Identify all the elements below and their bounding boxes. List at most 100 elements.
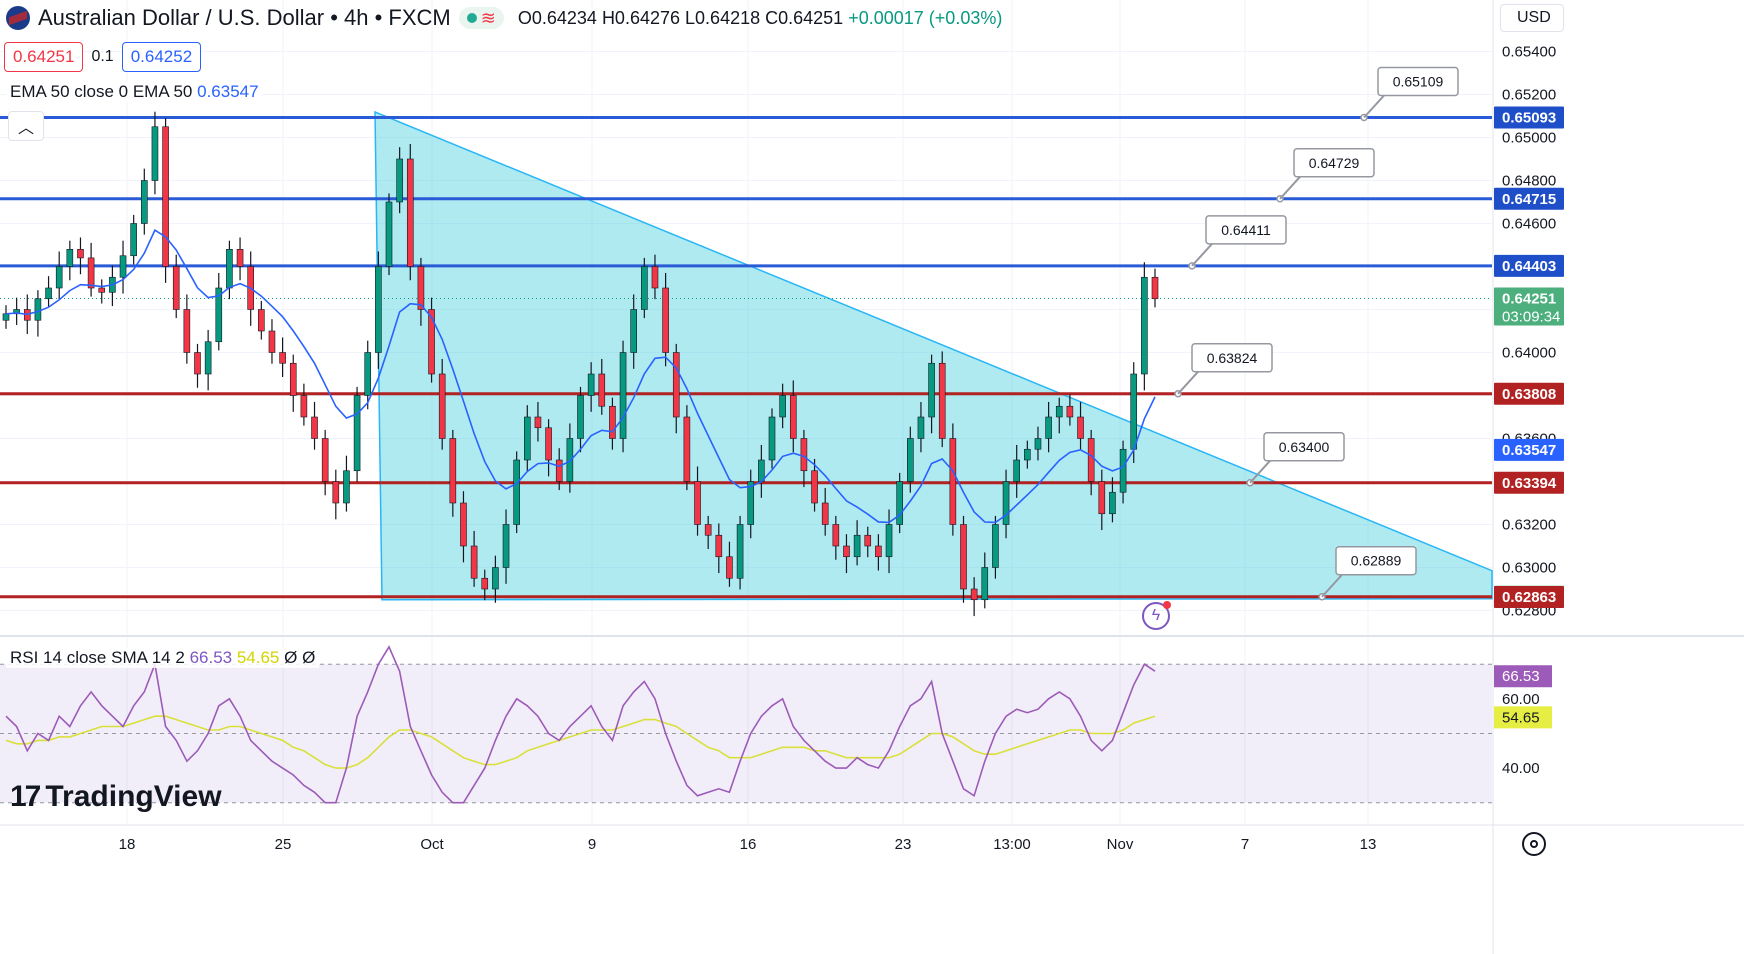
callout-box [1263, 432, 1345, 462]
currency-select[interactable]: USD [1500, 4, 1564, 32]
candle [460, 491, 467, 563]
candle [609, 397, 616, 450]
candle [77, 237, 84, 275]
candle-body [258, 309, 265, 332]
ema-legend[interactable]: EMA 50 close 0 EMA 50 0.63547 [6, 82, 263, 102]
candle [204, 329, 212, 391]
candle [172, 254, 180, 319]
candle [375, 251, 382, 369]
rsi-value-text: 66.53 [1502, 668, 1540, 685]
candle [449, 429, 457, 517]
symbol-title[interactable]: Australian Dollar / U.S. Dollar • 4h • F… [38, 5, 451, 30]
candle [66, 240, 74, 281]
rsi-legend-extra: Ø Ø [284, 648, 316, 667]
wave-icon: ≋ [480, 8, 496, 28]
candle-body [194, 352, 201, 375]
tradingview-logo[interactable]: 17 TradingView [10, 780, 222, 814]
candle-body [332, 481, 340, 504]
candle [343, 455, 350, 512]
candle-body [375, 266, 382, 353]
candle-body [1151, 276, 1159, 300]
candle [289, 354, 297, 412]
candle-body [651, 266, 659, 289]
price-label-text: 0.64715 [1502, 191, 1556, 208]
candle-body [311, 416, 318, 439]
price-tick-label: 0.64800 [1502, 173, 1556, 190]
candle [353, 386, 361, 482]
price-callout: 0.63400 [1246, 432, 1345, 487]
candle [1045, 401, 1052, 453]
candle [1077, 401, 1084, 450]
candle-body [1013, 459, 1020, 482]
countdown-text: 03:09:34 [1502, 309, 1560, 326]
candle [151, 111, 159, 195]
candle [1066, 394, 1074, 426]
tv-logo-mark: 17 [10, 780, 41, 813]
price-label: 0.63394 [1494, 471, 1564, 494]
price-tick-label: 0.63000 [1502, 560, 1556, 577]
candle [811, 458, 818, 512]
callout-text: 0.63824 [1207, 350, 1258, 366]
price-callout: 0.64729 [1276, 148, 1375, 203]
candle-body [811, 470, 818, 504]
candle [981, 552, 989, 609]
spread-value: 0.1 [91, 48, 114, 65]
callout-leader [1363, 94, 1385, 119]
candle-body [896, 481, 903, 525]
rsi-legend[interactable]: RSI 14 close SMA 14 2 66.53 54.65 Ø Ø [6, 648, 320, 668]
price-label-bg [1494, 106, 1564, 129]
candle [736, 515, 744, 590]
candle [726, 541, 733, 587]
candle-body [917, 416, 925, 439]
lightning-alert-icon[interactable]: ϟ [1142, 601, 1171, 630]
sell-button[interactable]: 0.64251 [4, 42, 84, 72]
rsi-sma-value-label: 54.65 [1494, 706, 1552, 729]
collapse-legend-button[interactable]: ︿ [8, 111, 44, 141]
candle [1013, 444, 1020, 498]
candle-body [598, 373, 606, 407]
candle [417, 257, 425, 326]
candle [853, 520, 861, 566]
price-tick-label: 0.64600 [1502, 216, 1556, 233]
callout-box [1377, 66, 1459, 97]
callout-box [1191, 343, 1273, 373]
candle [662, 272, 669, 367]
candle-body [2, 313, 10, 321]
candle [1098, 469, 1106, 531]
buy-button[interactable]: 0.64252 [121, 42, 202, 72]
candle-body [183, 309, 191, 353]
rsi-value-label: 66.53 [1494, 665, 1552, 688]
candle-body [747, 481, 755, 525]
candle-body [853, 534, 861, 558]
price-label-text: 0.64403 [1502, 258, 1556, 275]
price-label: 0.64715 [1494, 187, 1564, 210]
candle-body [460, 502, 467, 547]
ema50-line [5, 229, 1156, 524]
candle [545, 419, 552, 477]
candle-body [513, 459, 520, 525]
candle [492, 555, 499, 603]
callout-text: 0.64729 [1309, 155, 1360, 171]
candle-body [289, 362, 297, 396]
candle-body [1045, 416, 1052, 439]
candle [683, 405, 691, 491]
candle [747, 469, 755, 539]
market-status-pill[interactable]: ≋ [458, 7, 504, 29]
candle [1119, 440, 1127, 504]
settings-gear-icon[interactable] [1522, 832, 1546, 856]
price-label-bg [1494, 438, 1564, 461]
candle-body [1077, 416, 1084, 439]
candle [672, 343, 680, 434]
price-callout: 0.63824 [1174, 343, 1273, 398]
price-label-bg [1494, 585, 1564, 608]
time-tick-label: 7 [1241, 836, 1249, 853]
candle [843, 534, 850, 574]
candle [875, 534, 882, 571]
candle-body [364, 352, 372, 396]
ema-legend-value: 0.63547 [197, 82, 259, 101]
candle-body [87, 257, 95, 289]
candle [992, 515, 999, 579]
candle [502, 509, 510, 584]
